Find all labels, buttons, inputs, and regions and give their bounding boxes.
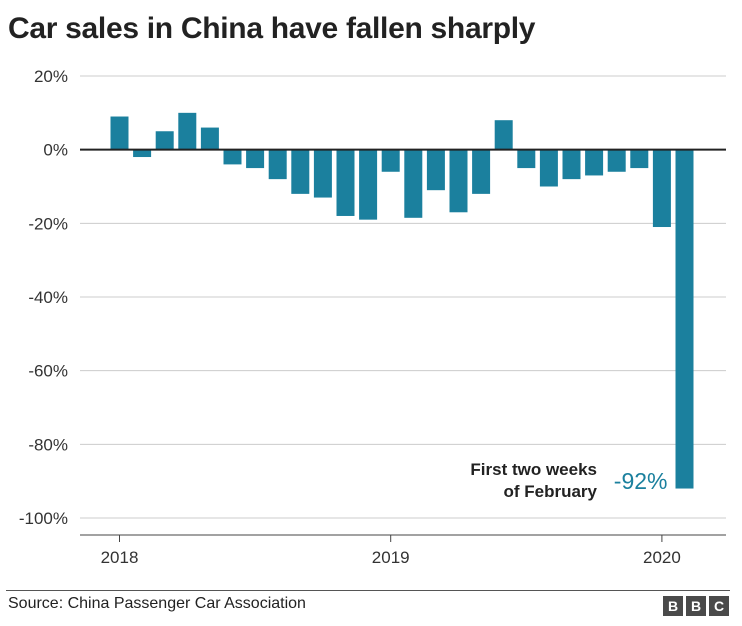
x-axis: 2018 2019 2020 [80,534,726,567]
bar [449,149,468,213]
bar [359,149,378,220]
bar [110,116,129,150]
bar [607,149,626,172]
logo-letter: C [709,596,729,616]
y-tick-label: 0% [43,141,68,160]
y-axis-ticks: 20% 0% -20% -40% -60% -80% -100% [19,67,68,528]
bar [246,149,265,169]
bar [494,120,513,150]
y-tick-label: -20% [28,214,68,233]
bar [675,149,694,489]
bar [652,149,671,228]
bar [200,127,219,150]
logo-letter: B [686,596,706,616]
x-tick-label: 2019 [372,548,410,567]
bar [155,131,174,150]
annotation-text: First two weeks [470,460,597,479]
source-note: Source: China Passenger Car Association [8,595,306,612]
y-tick-label: -100% [19,509,68,528]
bar [517,149,536,169]
gridlines [80,75,726,519]
y-tick-label: -80% [28,435,68,454]
logo-letter: B [663,596,683,616]
bar [133,149,152,158]
bar [291,149,310,194]
bar [381,149,400,172]
bar [585,149,604,176]
chart-title: Car sales in China have fallen sharply [8,12,536,45]
bar [404,149,423,218]
bar [472,149,491,194]
bar [223,149,242,165]
bar [562,149,581,180]
bar [426,149,445,191]
x-tick-label: 2018 [101,548,139,567]
y-tick-label: -60% [28,362,68,381]
bar [268,149,287,180]
bbc-logo: B B C [663,596,729,616]
bar [630,149,649,169]
bar [313,149,332,198]
annotation-value: -92% [614,468,668,494]
y-tick-label: 20% [34,67,68,86]
annotation-text: of February [503,482,597,501]
footer-divider [6,590,730,591]
y-tick-label: -40% [28,288,68,307]
bars [110,112,694,489]
bar [336,149,355,216]
x-tick-label: 2020 [643,548,681,567]
bar [539,149,558,187]
annotation-group: First two weeks of February -92% [470,460,667,501]
bar [178,112,197,150]
bar-chart: 20%0%-20%-40%-60%-80%-100% 2018 2019 2020 … [19,67,726,567]
